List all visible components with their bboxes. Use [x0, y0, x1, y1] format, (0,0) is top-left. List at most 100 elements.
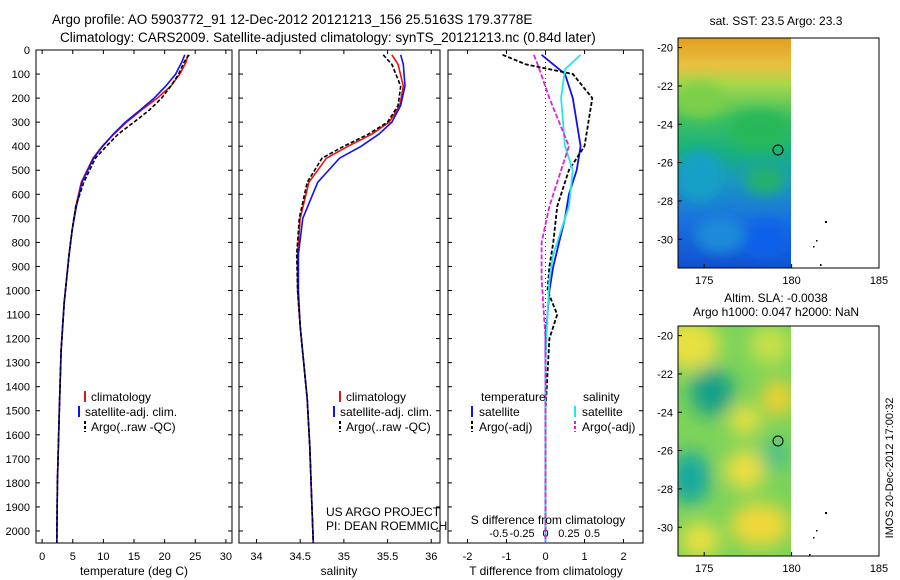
- series-line-salinity-argo-adj-: [532, 54, 570, 543]
- legend-argo-label: Argo(..raw -QC): [91, 420, 176, 434]
- temperature-xlabel: temperature (deg C): [80, 564, 188, 578]
- header-line-1: Argo profile: AO 5903772_91 12-Dec-2012 …: [52, 12, 532, 27]
- temperature-plot: 0 5 10 15 20 25 30: [39, 50, 232, 563]
- depth-tick-label: 400: [12, 141, 30, 153]
- x-tick-label: 5: [70, 551, 76, 563]
- x-tick-label: 35.5: [377, 551, 398, 563]
- difference-xlabel: T difference from climatology: [469, 564, 623, 578]
- sla-map-texture: [678, 326, 791, 556]
- depth-tick-label: 1900: [6, 502, 30, 514]
- depth-tick-label: 100: [12, 69, 30, 81]
- x2-tick-label: 0.5: [585, 528, 600, 540]
- depth-tick-label: 1300: [6, 358, 30, 370]
- x-tick-label: 34: [250, 551, 262, 563]
- map-x-tick-label: 175: [695, 275, 713, 287]
- salinity-plot: 34 34.5 35 35.5 36: [250, 50, 437, 563]
- legend-temp-satellite-label: satellite: [479, 405, 520, 419]
- sla-float-marker: [772, 435, 784, 447]
- legend-sal-argo-label: Argo(-adj): [582, 420, 635, 434]
- sst-map-texture: [678, 82, 790, 260]
- legend-header-salinity: salinity: [583, 390, 620, 404]
- depth-tick-label: 1400: [6, 382, 30, 394]
- sst-map-frame: [677, 37, 880, 269]
- series-line-temperature-argo-adj-: [502, 53, 594, 543]
- depth-tick-label: 900: [12, 261, 30, 273]
- depth-tick-label: 1500: [6, 406, 30, 418]
- series-line-argo-raw-qc: [295, 54, 402, 544]
- x-tick-label: 35: [338, 551, 350, 563]
- legend-climatology-label: climatology: [91, 390, 151, 404]
- map-y-tick-label: -20: [657, 331, 673, 343]
- map-y-tick-label: -30: [657, 234, 673, 246]
- x-tick-label: 30: [220, 551, 232, 563]
- sla-map: [678, 326, 791, 556]
- x-tick-label: 20: [159, 551, 171, 563]
- x-tick-label: 34.5: [289, 551, 310, 563]
- depth-tick-label: 1100: [6, 310, 30, 322]
- depth-tick-label: 500: [12, 165, 30, 177]
- depth-tick-label: 600: [12, 189, 30, 201]
- depth-tick-label: 2000: [6, 526, 30, 538]
- depth-axis: 0 100 200 300 400 500 600 700 800 900 1000 1100 1200…: [6, 45, 643, 538]
- salinity-panel-frame: [238, 49, 441, 544]
- map-y-tick-label: -24: [657, 119, 673, 131]
- legend-climatology-label: climatology: [346, 390, 406, 404]
- depth-tick-label: 800: [12, 237, 30, 249]
- depth-tick-label: 300: [12, 117, 30, 129]
- header-line-2: Climatology: CARS2009. Satellite-adjuste…: [60, 30, 596, 45]
- salinity-xlabel: salinity: [321, 564, 358, 578]
- map-x-tick-label: 185: [870, 275, 888, 287]
- sla-map-subtitle: Argo h1000: 0.047 h2000: NaN: [693, 305, 859, 319]
- map-y-tick-label: -28: [657, 196, 673, 208]
- credit-line-1: US ARGO PROJECT: [326, 505, 441, 519]
- difference-legend: temperature salinity satellite Argo(-adj…: [471, 390, 635, 434]
- sst-float-marker: [772, 144, 784, 156]
- depth-tick-label: 1700: [6, 454, 30, 466]
- series-line-climatology: [296, 54, 405, 544]
- map-x-tick-label: 180: [782, 563, 800, 575]
- map-x-tick-label: 175: [695, 563, 713, 575]
- map-y-tick-label: -26: [657, 446, 673, 458]
- x-tick-label: 36: [425, 551, 437, 563]
- depth-tick-label: 1200: [6, 334, 30, 346]
- map-y-tick-label: -22: [657, 369, 673, 381]
- depth-tick-label: 700: [12, 213, 30, 225]
- map-x-tick-label: 180: [782, 275, 800, 287]
- depth-tick-label: 200: [12, 93, 30, 105]
- map-y-tick-label: -22: [657, 81, 673, 93]
- depth-tick-label: 1600: [6, 430, 30, 442]
- map-x-tick-label: 185: [870, 563, 888, 575]
- legend-header-temperature: temperature: [481, 390, 546, 404]
- series-line-argo-raw-qc: [56, 54, 190, 544]
- x-tick-label: -1: [502, 551, 512, 563]
- x2-tick-label: 0.25: [558, 528, 579, 540]
- x-tick-label: 1: [581, 551, 587, 563]
- sst-map-title: sat. SST: 23.5 Argo: 23.3: [710, 14, 843, 28]
- difference-x2label: S difference from climatology: [471, 513, 626, 527]
- map-y-tick-label: -30: [657, 522, 673, 534]
- x-tick-label: -2: [463, 551, 473, 563]
- x-tick-label: 25: [189, 551, 201, 563]
- depth-tick-label: 1000: [6, 285, 30, 297]
- x-tick-label: 15: [128, 551, 140, 563]
- map-y-tick-label: -26: [657, 158, 673, 170]
- depth-tick-label: 0: [24, 45, 30, 57]
- sla-map-title: Altim. SLA: -0.0038: [724, 291, 828, 305]
- sla-map-islands: [809, 512, 827, 556]
- salinity-legend: climatology satellite-adj. clim. Argo(..…: [333, 390, 432, 434]
- temperature-legend: climatology satellite-adj. clim. Argo(..…: [78, 390, 177, 434]
- sla-map-axes: 175 180 185 -20 -22 -24 -26 -28 -30: [657, 331, 888, 575]
- map-y-tick-label: -28: [657, 484, 673, 496]
- map-y-tick-label: -20: [657, 43, 673, 55]
- x-tick-label: 2: [620, 551, 626, 563]
- x-tick-label: 10: [97, 551, 109, 563]
- legend-argo-label: Argo(..raw -QC): [346, 420, 431, 434]
- legend-satellite-label: satellite-adj. clim.: [340, 405, 432, 419]
- x-tick-label: 0: [39, 551, 45, 563]
- credit-line-2: PI: DEAN ROEMMICH: [326, 519, 447, 533]
- x-tick-label: 0: [542, 551, 548, 563]
- x2-tick-label: -0.5: [489, 528, 508, 540]
- series-line-climatology: [56, 54, 189, 544]
